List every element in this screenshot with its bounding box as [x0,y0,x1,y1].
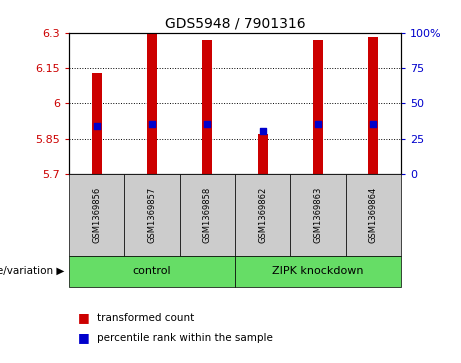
Text: ZIPK knockdown: ZIPK knockdown [272,266,364,276]
Bar [147,33,157,174]
Bar [258,134,268,174]
Bar [368,37,378,174]
Text: GSM1369858: GSM1369858 [203,187,212,243]
Bar [202,40,213,174]
Text: percentile rank within the sample: percentile rank within the sample [97,333,273,343]
Text: ■: ■ [78,331,90,344]
Title: GDS5948 / 7901316: GDS5948 / 7901316 [165,16,306,30]
Text: GSM1369864: GSM1369864 [369,187,378,243]
Point [314,121,322,127]
Text: control: control [133,266,171,276]
Point [148,121,156,127]
Text: GSM1369862: GSM1369862 [258,187,267,243]
Point [93,123,100,129]
Text: GSM1369857: GSM1369857 [148,187,157,243]
Point [204,121,211,127]
Text: genotype/variation ▶: genotype/variation ▶ [0,266,65,276]
Point [370,121,377,127]
Bar [313,40,323,174]
Bar [92,73,102,174]
Text: ■: ■ [78,311,90,324]
Text: GSM1369856: GSM1369856 [92,187,101,243]
Point [259,129,266,134]
Text: transformed count: transformed count [97,313,194,323]
Text: GSM1369863: GSM1369863 [313,187,323,243]
